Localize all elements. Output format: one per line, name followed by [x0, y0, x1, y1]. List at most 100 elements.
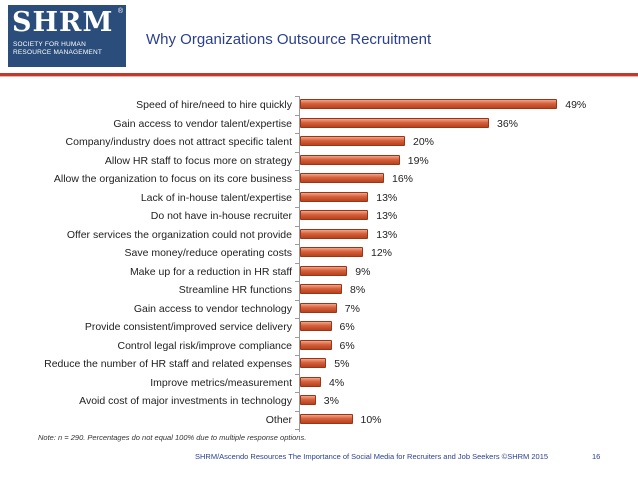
logo-subtitle-line-1: SOCIETY FOR HUMAN [13, 41, 86, 48]
chart-row: Streamline HR functions 8% [0, 281, 638, 299]
chart-row: Do not have in-house recruiter 13% [0, 207, 638, 225]
bar [300, 265, 348, 276]
axis-tick [295, 188, 299, 190]
category-label: Make up for a reduction in HR staff [129, 265, 292, 278]
category-axis [299, 96, 300, 432]
logo-wordmark: SHRM [12, 7, 114, 38]
bar-value-label: 13% [376, 210, 398, 222]
chart-row: Allow HR staff to focus more on strategy… [0, 152, 638, 170]
bar-value-label: 6% [339, 321, 355, 333]
chart-row: Company/industry does not attract specif… [0, 133, 638, 151]
axis-tick [295, 133, 299, 134]
axis-tick [295, 114, 299, 116]
header-divider [0, 73, 638, 76]
bar [300, 284, 342, 294]
category-label: Lack of in-house talent/expertise [140, 191, 292, 204]
bar-value-label: 10% [360, 413, 382, 426]
bar-value-label: 20% [413, 136, 435, 148]
bar [300, 339, 332, 350]
bar-value-label: 7% [344, 302, 360, 315]
slide-title: Why Organizations Outsource Recruitment [146, 31, 432, 48]
axis-tick [295, 429, 299, 430]
chart-row: Lack of in-house talent/expertise 13% [0, 189, 638, 207]
chart-row: Gain access to vendor talent/expertise 36… [0, 115, 638, 133]
category-label: Reduce the number of HR staff and relate… [44, 358, 292, 370]
chart-row: Make up for a reduction in HR staff 9% [0, 263, 638, 281]
bar-value-label: 5% [334, 358, 350, 370]
bar-value-label: 13% [376, 191, 398, 204]
bar-value-label: 9% [355, 265, 371, 278]
category-label: Streamline HR functions [178, 284, 292, 296]
chart-row: Allow the organization to focus on its c… [0, 170, 638, 188]
bar [300, 413, 353, 424]
chart-row: Improve metrics/measurement 4% [0, 374, 638, 392]
category-label: Company/industry does not attract specif… [65, 136, 292, 148]
category-label: Offer services the organization could no… [66, 228, 292, 241]
axis-tick [295, 318, 299, 319]
bar [300, 395, 316, 405]
category-label: Do not have in-house recruiter [150, 210, 292, 222]
bar-value-label: 16% [392, 173, 414, 185]
chart-row: Avoid cost of major investments in techn… [0, 392, 638, 410]
axis-tick [295, 207, 299, 208]
bar [300, 99, 558, 109]
axis-tick [295, 336, 299, 338]
logo-subtitle-line-2: RESOURCE MANAGEMENT [13, 49, 103, 56]
bar [300, 154, 400, 165]
header-divider-shadow [0, 76, 638, 77]
category-label: Speed of hire/need to hire quickly [136, 99, 292, 111]
footnote: Note: n = 290. Percentages do not equal … [38, 433, 307, 442]
bar [300, 321, 332, 331]
bar [300, 173, 384, 183]
bar-value-label: 12% [371, 247, 393, 259]
category-label: Control legal risk/improve compliance [117, 339, 293, 352]
bar-value-label: 3% [323, 395, 339, 407]
axis-tick [295, 410, 299, 412]
axis-tick [295, 392, 299, 393]
chart-row: Other 10% [0, 411, 638, 429]
bar [300, 302, 337, 313]
chart-row: Control legal risk/improve compliance 6% [0, 337, 638, 355]
bar [300, 247, 363, 257]
bar [300, 376, 321, 387]
axis-tick [295, 281, 299, 282]
bar-value-label: 36% [497, 117, 519, 130]
chart-row: Speed of hire/need to hire quickly 49% [0, 96, 638, 114]
chart-row: Offer services the organization could no… [0, 226, 638, 244]
bar-value-label: 19% [407, 154, 429, 167]
bar-value-label: 49% [565, 99, 587, 111]
bar-chart: Speed of hire/need to hire quickly 49% Gai… [0, 96, 638, 432]
bar-value-label: 4% [329, 376, 345, 389]
chart-row: Save money/reduce operating costs 12% [0, 244, 638, 262]
bar-value-label: 8% [350, 284, 366, 296]
chart-row: Provide consistent/improved service deli… [0, 318, 638, 336]
category-label: Provide consistent/improved service deli… [84, 321, 292, 333]
axis-tick [295, 96, 299, 97]
axis-tick [295, 299, 299, 301]
chart-row: Reduce the number of HR staff and relate… [0, 355, 638, 373]
bar [300, 210, 369, 220]
category-label: Gain access to vendor talent/expertise [113, 117, 292, 130]
bar [300, 117, 489, 128]
bar [300, 228, 369, 239]
category-label: Avoid cost of major investments in techn… [79, 395, 292, 407]
category-label: Save money/reduce operating costs [124, 247, 292, 259]
axis-tick [295, 225, 299, 227]
axis-tick [295, 151, 299, 153]
axis-tick [295, 262, 299, 264]
chart-row: Gain access to vendor technology 7% [0, 300, 638, 318]
axis-tick [295, 355, 299, 356]
axis-tick [295, 244, 299, 245]
axis-tick [295, 373, 299, 375]
category-label: Other [265, 413, 292, 426]
bar-value-label: 13% [376, 228, 398, 241]
shrm-logo: SHRM ® SOCIETY FOR HUMAN RESOURCE MANAGE… [8, 5, 126, 67]
axis-tick [295, 170, 299, 171]
footer-source: SHRM/Ascendo Resources The Importance of… [195, 452, 549, 461]
category-label: Allow the organization to focus on its c… [53, 173, 292, 185]
logo-subtitle: SOCIETY FOR HUMAN RESOURCE MANAGEMENT [13, 41, 102, 57]
bar-value-label: 6% [339, 339, 355, 352]
page-number: 16 [592, 452, 601, 461]
category-label: Allow HR staff to focus more on strategy [104, 154, 292, 167]
bar [300, 136, 405, 146]
